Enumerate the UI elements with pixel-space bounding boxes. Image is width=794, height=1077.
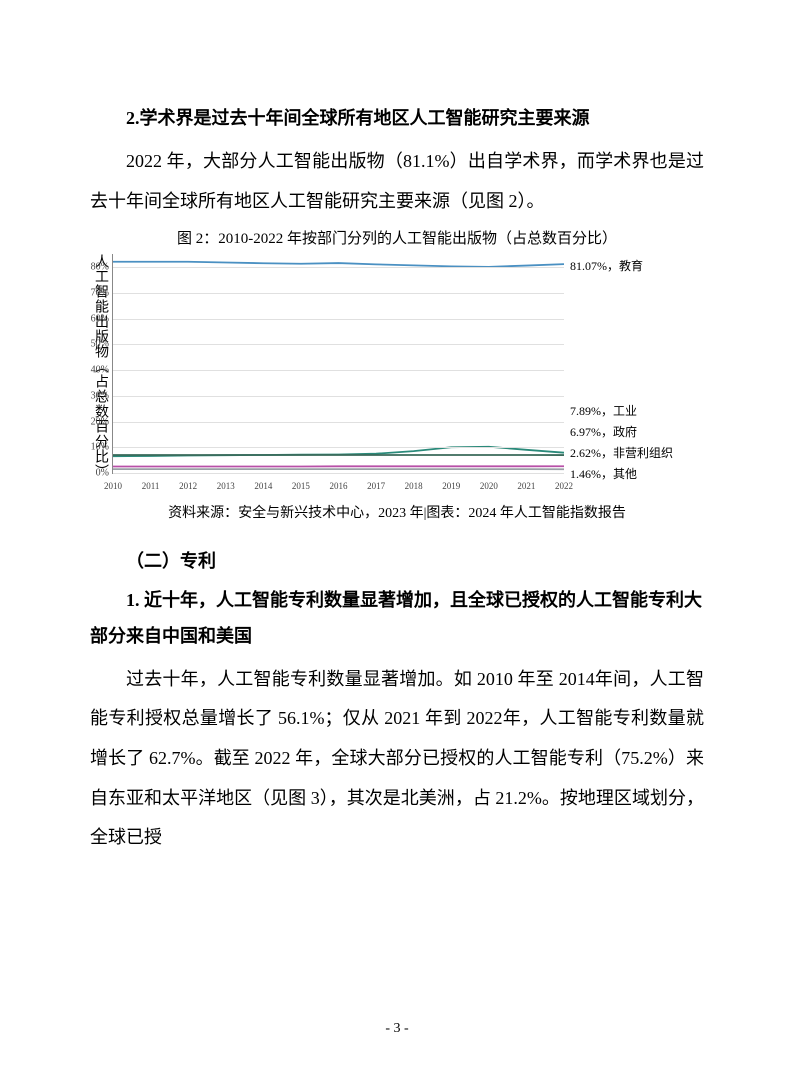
chart-gridline <box>113 344 564 345</box>
chart-gridline <box>113 370 564 371</box>
chart-gridline <box>113 267 564 268</box>
figure-2-chart: 人工智能出版物（占总数百分比） 0%10%20%30%40%50%60%70%8… <box>90 254 704 474</box>
chart-xtick: 2022 <box>555 481 573 491</box>
chart-xtick: 2016 <box>330 481 348 491</box>
paragraph-2: 过去十年，人工智能专利数量显著增加。如 2010 年至 2014年间，人工智能专… <box>90 660 704 858</box>
chart-gridline <box>113 396 564 397</box>
chart-ytick: 80% <box>79 262 109 273</box>
chart-legend: 81.07%，教育7.89%，工业6.97%，政府2.62%，非营利组织1.46… <box>564 254 704 474</box>
chart-legend-item: 1.46%，其他 <box>570 465 637 482</box>
chart-xtick: 2014 <box>254 481 272 491</box>
chart-xtick: 2020 <box>480 481 498 491</box>
chart-xtick: 2017 <box>367 481 385 491</box>
chart-lines-svg <box>113 254 564 473</box>
chart-gridline <box>113 473 564 474</box>
chart-legend-item: 2.62%，非营利组织 <box>570 444 673 461</box>
chart-ytick: 20% <box>79 416 109 427</box>
figure-2-source: 资料来源：安全与新兴技术中心，2023 年|图表：2024 年人工智能指数报告 <box>90 502 704 522</box>
chart-xtick: 2013 <box>217 481 235 491</box>
heading-section-2: 2.学术界是过去十年间全球所有地区人工智能研究主要来源 <box>90 100 704 136</box>
chart-ytick: 0% <box>79 468 109 479</box>
chart-xtick: 2010 <box>104 481 122 491</box>
section-2-head: （二）专利 <box>90 542 704 582</box>
chart-legend-item: 81.07%，教育 <box>570 257 643 274</box>
chart-xtick: 2018 <box>405 481 423 491</box>
chart-gridline <box>113 447 564 448</box>
chart-legend-item: 6.97%，政府 <box>570 423 637 440</box>
page-number: - 3 - <box>0 1021 794 1037</box>
chart-gridline <box>113 422 564 423</box>
chart-ytick: 30% <box>79 390 109 401</box>
chart-xtick: 2015 <box>292 481 310 491</box>
chart-xtick: 2012 <box>179 481 197 491</box>
chart-ytick: 10% <box>79 442 109 453</box>
chart-ytick: 50% <box>79 339 109 350</box>
chart-gridline <box>113 293 564 294</box>
chart-plot-area: 0%10%20%30%40%50%60%70%80%20102011201220… <box>112 254 564 474</box>
chart-legend-item: 7.89%，工业 <box>570 402 637 419</box>
chart-xtick: 2021 <box>517 481 535 491</box>
chart-ytick: 60% <box>79 313 109 324</box>
figure-2-caption: 图 2：2010-2022 年按部门分列的人工智能出版物（占总数百分比） <box>90 227 704 248</box>
chart-xtick: 2019 <box>442 481 460 491</box>
chart-xtick: 2011 <box>142 481 160 491</box>
paragraph-1: 2022 年，大部分人工智能出版物（81.1%）出自学术界，而学术界也是过去十年… <box>90 142 704 221</box>
chart-gridline <box>113 319 564 320</box>
chart-ytick: 40% <box>79 365 109 376</box>
chart-ytick: 70% <box>79 287 109 298</box>
heading-section-2-1: 1. 近十年，人工智能专利数量显著增加，且全球已授权的人工智能专利大部分来自中国… <box>90 582 704 654</box>
